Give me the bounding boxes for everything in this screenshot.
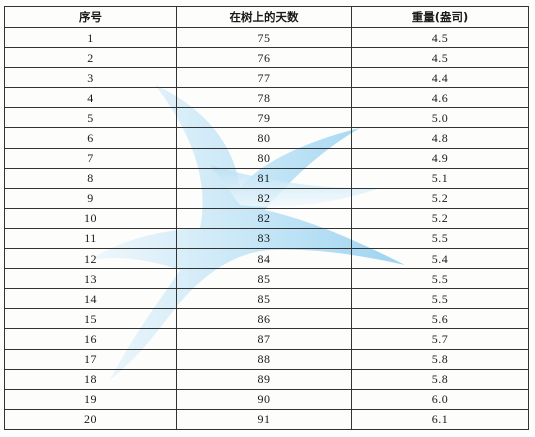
table-row: 12 84 5.4 (4, 248, 529, 270)
cell-weight: 5.0 (351, 107, 529, 129)
table-row: 16 87 5.7 (4, 328, 529, 350)
table-body: 1 75 4.5 2 76 4.5 3 77 4.4 4 78 4.6 5 79 5.0 6 80 4.8 7 80 4… (4, 26, 529, 430)
table-row: 4 78 4.6 (4, 87, 529, 109)
header-weight: 重量(盎司) (351, 6, 529, 28)
table-row: 19 90 6.0 (4, 388, 529, 410)
table-row: 13 85 5.5 (4, 268, 529, 290)
cell-index: 2 (4, 47, 177, 69)
cell-days: 79 (176, 107, 352, 129)
cell-days: 80 (176, 127, 352, 149)
table-row: 11 83 5.5 (4, 227, 529, 250)
cell-weight: 4.5 (351, 47, 529, 69)
cell-days: 84 (176, 248, 352, 270)
cell-days: 91 (176, 408, 352, 430)
cell-index: 3 (4, 67, 177, 89)
cell-weight: 5.2 (351, 207, 529, 229)
cell-days: 90 (176, 388, 352, 410)
cell-index: 6 (4, 127, 177, 149)
cell-days: 86 (176, 308, 352, 330)
cell-index: 15 (4, 308, 177, 330)
cell-weight: 4.9 (351, 147, 529, 169)
cell-days: 82 (176, 207, 352, 229)
data-table: 序号 在树上的天数 重量(盎司) 1 75 4.5 2 76 4.5 3 77 4.4 4 78 4.… (4, 6, 529, 430)
cell-days: 77 (176, 67, 352, 89)
cell-days: 80 (176, 147, 352, 169)
table-row: 18 89 5.8 (4, 368, 529, 390)
cell-weight: 5.6 (351, 308, 529, 330)
cell-weight: 5.4 (351, 248, 529, 270)
header-days-on-tree: 在树上的天数 (176, 6, 352, 28)
cell-weight: 5.8 (351, 368, 529, 390)
cell-weight: 4.6 (351, 87, 529, 109)
cell-days: 75 (176, 26, 352, 49)
cell-days: 76 (176, 47, 352, 69)
cell-index: 18 (4, 368, 177, 390)
cell-days: 82 (176, 187, 352, 209)
table-row: 17 88 5.8 (4, 348, 529, 370)
cell-weight: 4.8 (351, 127, 529, 149)
table-row: 10 82 5.2 (4, 207, 529, 229)
cell-index: 11 (4, 227, 177, 250)
cell-days: 83 (176, 227, 352, 250)
cell-days: 78 (176, 87, 352, 109)
table-row: 5 79 5.0 (4, 107, 529, 129)
header-row: 序号 在树上的天数 重量(盎司) (4, 6, 529, 28)
cell-weight: 4.4 (351, 67, 529, 89)
cell-days: 81 (176, 167, 352, 189)
cell-index: 20 (4, 408, 177, 430)
header-index: 序号 (4, 6, 177, 28)
cell-weight: 5.2 (351, 187, 529, 209)
cell-index: 16 (4, 328, 177, 350)
cell-weight: 6.1 (351, 408, 529, 430)
cell-weight: 5.7 (351, 328, 529, 350)
table-row: 6 80 4.8 (4, 127, 529, 149)
cell-weight: 5.8 (351, 348, 529, 370)
cell-index: 13 (4, 268, 177, 290)
cell-weight: 5.1 (351, 167, 529, 189)
table-row: 8 81 5.1 (4, 167, 529, 189)
cell-index: 19 (4, 388, 177, 410)
cell-weight: 6.0 (351, 388, 529, 410)
cell-weight: 5.5 (351, 268, 529, 290)
cell-index: 4 (4, 87, 177, 109)
cell-index: 10 (4, 207, 177, 229)
cell-days: 88 (176, 348, 352, 370)
table-row: 9 82 5.2 (4, 187, 529, 209)
cell-index: 14 (4, 288, 177, 310)
cell-weight: 5.5 (351, 227, 529, 250)
cell-index: 17 (4, 348, 177, 370)
cell-weight: 5.5 (351, 288, 529, 310)
cell-index: 9 (4, 187, 177, 209)
table-row: 2 76 4.5 (4, 47, 529, 69)
cell-index: 7 (4, 147, 177, 169)
cell-index: 12 (4, 248, 177, 270)
table-row: 20 91 6.1 (4, 408, 529, 430)
table-row: 14 85 5.5 (4, 288, 529, 310)
cell-days: 87 (176, 328, 352, 350)
table-row: 15 86 5.6 (4, 308, 529, 330)
cell-weight: 4.5 (351, 26, 529, 49)
table-row: 7 80 4.9 (4, 147, 529, 169)
cell-index: 1 (4, 26, 177, 49)
cell-days: 89 (176, 368, 352, 390)
cell-days: 85 (176, 288, 352, 310)
cell-days: 85 (176, 268, 352, 290)
table-row: 3 77 4.4 (4, 67, 529, 89)
cell-index: 5 (4, 107, 177, 129)
table-row: 1 75 4.5 (4, 26, 529, 49)
cell-index: 8 (4, 167, 177, 189)
